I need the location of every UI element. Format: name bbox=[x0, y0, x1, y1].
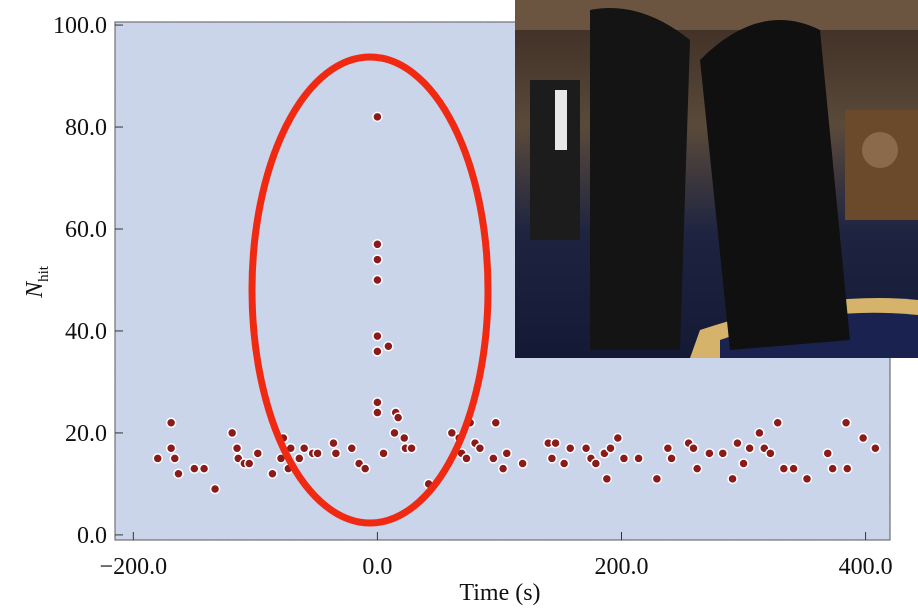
y-axis-label-sub: hit bbox=[36, 265, 52, 282]
point bbox=[153, 454, 162, 463]
point bbox=[313, 449, 322, 458]
point bbox=[489, 454, 498, 463]
point bbox=[211, 485, 220, 494]
point bbox=[663, 444, 672, 453]
point bbox=[331, 449, 340, 458]
point bbox=[518, 459, 527, 468]
point bbox=[167, 444, 176, 453]
y-tick-label: 40.0 bbox=[65, 319, 107, 345]
point bbox=[551, 439, 560, 448]
page: Time (s) Nhit 0.0 20.0 40.0 60.0 80.0 100.0 −2… bbox=[0, 0, 918, 610]
y-tick-label: 100.0 bbox=[53, 13, 107, 39]
point bbox=[766, 449, 775, 458]
point bbox=[373, 240, 382, 249]
point bbox=[718, 449, 727, 458]
point bbox=[190, 464, 199, 473]
point bbox=[200, 464, 209, 473]
point bbox=[502, 449, 511, 458]
point bbox=[300, 444, 309, 453]
point bbox=[803, 474, 812, 483]
point bbox=[591, 459, 600, 468]
point bbox=[613, 434, 622, 443]
point bbox=[705, 449, 714, 458]
point bbox=[361, 464, 370, 473]
point bbox=[773, 418, 782, 427]
point bbox=[373, 332, 382, 341]
point bbox=[779, 464, 788, 473]
point bbox=[373, 112, 382, 121]
point bbox=[859, 434, 868, 443]
point bbox=[560, 459, 569, 468]
point bbox=[582, 444, 591, 453]
x-axis-label: Time (s) bbox=[459, 580, 540, 606]
point bbox=[566, 444, 575, 453]
point bbox=[619, 454, 628, 463]
point bbox=[602, 474, 611, 483]
point bbox=[170, 454, 179, 463]
y-axis-label: Nhit bbox=[22, 265, 52, 299]
point bbox=[475, 444, 484, 453]
x-tick-label: 200.0 bbox=[594, 554, 648, 580]
point bbox=[295, 454, 304, 463]
point bbox=[373, 275, 382, 284]
point bbox=[394, 413, 403, 422]
x-tick-label: 0.0 bbox=[362, 554, 392, 580]
point bbox=[373, 398, 382, 407]
point bbox=[689, 444, 698, 453]
point bbox=[823, 449, 832, 458]
point bbox=[228, 428, 237, 437]
point bbox=[789, 464, 798, 473]
point bbox=[491, 418, 500, 427]
chart: Time (s) Nhit 0.0 20.0 40.0 60.0 80.0 100.0 −2… bbox=[0, 0, 918, 610]
point bbox=[407, 444, 416, 453]
point bbox=[373, 255, 382, 264]
point bbox=[739, 459, 748, 468]
point bbox=[634, 454, 643, 463]
point bbox=[400, 434, 409, 443]
point bbox=[174, 469, 183, 478]
point bbox=[373, 408, 382, 417]
y-tick-label: 0.0 bbox=[77, 523, 107, 549]
point bbox=[652, 474, 661, 483]
point bbox=[268, 469, 277, 478]
photo bbox=[515, 0, 918, 358]
point bbox=[728, 474, 737, 483]
point bbox=[390, 428, 399, 437]
point bbox=[253, 449, 262, 458]
point bbox=[606, 444, 615, 453]
point bbox=[733, 439, 742, 448]
point bbox=[245, 459, 254, 468]
point bbox=[871, 444, 880, 453]
y-tick-label: 80.0 bbox=[65, 115, 107, 141]
point bbox=[547, 454, 556, 463]
point bbox=[329, 439, 338, 448]
y-tick-label: 60.0 bbox=[65, 217, 107, 243]
point bbox=[384, 342, 393, 351]
point bbox=[745, 444, 754, 453]
point bbox=[379, 449, 388, 458]
point bbox=[373, 347, 382, 356]
x-tick-label: 400.0 bbox=[839, 554, 893, 580]
point bbox=[499, 464, 508, 473]
x-tick-label: −200.0 bbox=[100, 554, 168, 580]
point bbox=[693, 464, 702, 473]
point bbox=[233, 444, 242, 453]
y-tick-label: 20.0 bbox=[65, 421, 107, 447]
point bbox=[828, 464, 837, 473]
point bbox=[167, 418, 176, 427]
point bbox=[347, 444, 356, 453]
point bbox=[842, 418, 851, 427]
point bbox=[667, 454, 676, 463]
point bbox=[843, 464, 852, 473]
point bbox=[462, 454, 471, 463]
point bbox=[755, 428, 764, 437]
